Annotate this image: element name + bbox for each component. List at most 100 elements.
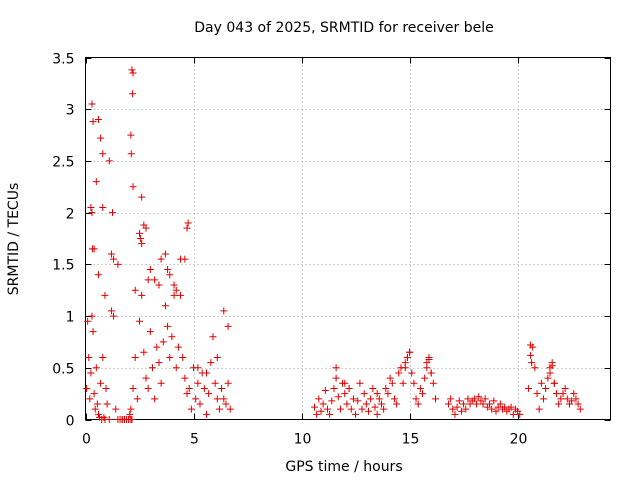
data-point xyxy=(345,384,353,392)
y-tick-label: 0 xyxy=(66,414,75,430)
data-point xyxy=(481,395,489,403)
data-point xyxy=(341,379,349,387)
data-point xyxy=(170,291,178,299)
data-point xyxy=(110,255,118,263)
data-point xyxy=(127,405,135,413)
data-point xyxy=(550,379,558,387)
data-point xyxy=(183,390,191,398)
data-point xyxy=(414,400,422,408)
data-point xyxy=(429,379,437,387)
data-point xyxy=(172,364,180,372)
data-point xyxy=(561,384,569,392)
data-point xyxy=(105,416,113,423)
data-point xyxy=(157,255,165,263)
data-point xyxy=(315,395,323,403)
data-point xyxy=(107,250,115,258)
data-point xyxy=(224,379,232,387)
data-point xyxy=(112,405,120,413)
data-point xyxy=(92,178,100,186)
data-point xyxy=(552,390,560,398)
data-point xyxy=(205,390,213,398)
data-point xyxy=(161,250,169,258)
data-point xyxy=(559,390,567,398)
data-point xyxy=(548,362,556,370)
data-point xyxy=(464,395,472,403)
data-point xyxy=(419,390,427,398)
data-point xyxy=(183,224,191,232)
data-point xyxy=(367,395,375,403)
data-point xyxy=(455,397,463,405)
data-point xyxy=(138,240,146,248)
x-tick-label: 20 xyxy=(510,432,528,448)
x-axis-label: GPS time / hours xyxy=(285,459,402,475)
data-point xyxy=(184,219,192,227)
data-point xyxy=(401,364,409,372)
data-point xyxy=(479,400,487,408)
data-point xyxy=(373,410,381,418)
data-point xyxy=(365,407,373,415)
data-point xyxy=(185,384,193,392)
y-tick-label: 0.5 xyxy=(52,362,74,378)
grid xyxy=(85,57,611,420)
data-point xyxy=(128,66,136,74)
data-point xyxy=(168,333,176,341)
data-point xyxy=(423,359,431,367)
data-point xyxy=(222,400,230,408)
axis-ticks: 0 0.5 1 1.5 2 2.5 3 3.5 0 5 10 15 20 xyxy=(52,52,611,448)
data-point xyxy=(97,379,105,387)
data-point xyxy=(330,384,338,392)
data-point xyxy=(570,390,578,398)
data-point xyxy=(91,405,99,413)
data-point xyxy=(161,302,169,310)
data-point xyxy=(114,260,122,268)
data-point xyxy=(97,134,105,142)
data-point xyxy=(410,379,418,387)
data-point xyxy=(537,379,545,387)
data-point xyxy=(127,416,135,423)
data-point xyxy=(328,397,336,405)
data-point xyxy=(352,410,360,418)
data-point xyxy=(369,384,377,392)
data-point xyxy=(94,410,102,418)
data-point xyxy=(136,229,144,237)
data-point xyxy=(321,387,329,395)
data-point xyxy=(408,369,416,377)
data-point xyxy=(460,400,468,408)
data-point xyxy=(540,395,548,403)
data-point xyxy=(390,395,398,403)
data-point xyxy=(131,286,139,294)
data-point xyxy=(332,364,340,372)
data-point xyxy=(129,90,137,98)
data-point xyxy=(444,400,452,408)
data-point xyxy=(457,407,465,415)
data-point xyxy=(126,410,134,418)
data-point xyxy=(563,395,571,403)
data-point xyxy=(89,328,97,336)
data-point xyxy=(384,390,392,398)
y-tick-label: 1 xyxy=(66,310,75,326)
data-point xyxy=(107,307,115,315)
data-point xyxy=(544,374,552,382)
data-point xyxy=(527,341,535,349)
data-point xyxy=(93,400,101,408)
data-point xyxy=(142,224,150,232)
data-point xyxy=(486,400,494,408)
data-point xyxy=(127,150,135,158)
data-point xyxy=(341,390,349,398)
data-point xyxy=(157,379,165,387)
data-point xyxy=(194,379,202,387)
data-point xyxy=(211,379,219,387)
data-point xyxy=(492,407,500,415)
data-point xyxy=(129,69,137,77)
data-point xyxy=(576,405,584,413)
data-point xyxy=(496,400,504,408)
data-point xyxy=(109,209,117,217)
data-point xyxy=(421,374,429,382)
data-point xyxy=(393,400,401,408)
data-point xyxy=(356,379,364,387)
data-point xyxy=(535,405,543,413)
data-point xyxy=(516,410,524,418)
data-point xyxy=(142,374,150,382)
data-point xyxy=(90,390,98,398)
data-point xyxy=(524,384,532,392)
